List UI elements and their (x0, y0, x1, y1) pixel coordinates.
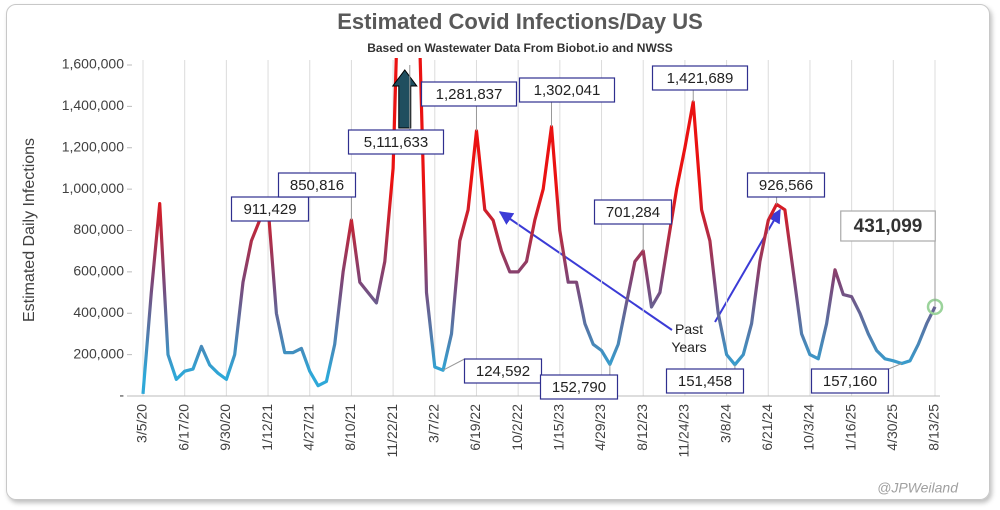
data-line (141, 58, 937, 395)
callout-box (746, 172, 826, 198)
callout-box (347, 129, 445, 155)
callout-box (420, 81, 518, 107)
callout-box (518, 77, 616, 103)
callout-box (840, 210, 936, 242)
annotation: Past Years (671, 321, 707, 355)
x-tick-label: 4/29/23 (592, 404, 608, 451)
x-tick-label: 1/12/21 (259, 404, 275, 451)
x-tick-label: 10/3/24 (801, 404, 817, 451)
callout-box (593, 199, 673, 225)
y-axis-title: Estimated Daily Infections (21, 138, 38, 322)
data-label: 157,160 (823, 373, 877, 390)
x-tick-label: 1/16/25 (842, 404, 858, 451)
grid (142, 60, 936, 396)
callout-box (651, 65, 749, 91)
x-tick-label: 8/13/25 (926, 404, 942, 451)
y-tick-label: 1,400,000 (62, 97, 124, 113)
credit: @JPWeiland (877, 480, 959, 496)
callout-leader (888, 363, 902, 370)
data-label: 151,458 (678, 373, 732, 390)
callout-box (539, 374, 619, 400)
arrow (714, 208, 781, 323)
off-scale-arrow (391, 69, 418, 129)
callout-leader (442, 358, 465, 371)
y-tick-label: 1,000,000 (62, 180, 124, 196)
data-label: 1,302,041 (534, 82, 601, 99)
data-label: 1,421,689 (667, 70, 734, 87)
callout-box (277, 172, 357, 198)
callout-box (230, 196, 310, 222)
arrow-spacer (600, 338, 667, 343)
y-tick-label: 800,000 (73, 221, 124, 237)
x-tick-label: 9/30/20 (217, 404, 233, 451)
x-tick-label: 11/24/23 (676, 404, 692, 458)
x-tick-label: 1/15/23 (551, 404, 567, 451)
data-label: 850,816 (290, 177, 344, 194)
chart-title: Estimated Covid Infections/Day US (337, 9, 703, 34)
x-tick-label: 3/5/20 (134, 404, 150, 443)
callout-box (463, 358, 543, 384)
x-tick-label: 8/12/23 (634, 404, 650, 451)
data-label: 701,284 (606, 204, 660, 221)
y-tick-label: 1,600,000 (62, 56, 124, 72)
data-label: 911,429 (243, 201, 296, 218)
x-tick-label: 11/22/21 (384, 404, 400, 458)
x-tick-label: 3/7/22 (425, 404, 441, 443)
chart-subtitle: Based on Wastewater Data From Biobot.io … (367, 41, 673, 55)
x-tick-label: 3/8/24 (717, 404, 733, 443)
y-tick-label: 200,000 (73, 345, 124, 361)
y-tick-label: 400,000 (73, 304, 124, 320)
x-tick-label: 4/27/21 (300, 404, 316, 451)
data-label: 926,566 (759, 177, 813, 194)
y-tick-label: 600,000 (73, 263, 124, 279)
annotation-arrows (498, 208, 781, 343)
y-tick-label: - (119, 387, 124, 403)
frame (6, 4, 990, 500)
x-tick-label: 6/19/22 (467, 404, 483, 451)
data-label: 431,099 (854, 216, 923, 237)
data-label: 124,592 (476, 363, 530, 380)
x-tick-label: 4/30/25 (884, 404, 900, 451)
x-tick-label: 6/21/24 (759, 404, 775, 451)
y-tick-label: 1,200,000 (62, 138, 124, 154)
callout-box (665, 368, 745, 394)
data-label: 152,790 (552, 379, 606, 396)
x-tick-label: 8/10/21 (342, 404, 358, 451)
data-label: 5,111,633 (364, 134, 429, 151)
data-label: 1,281,837 (436, 86, 503, 103)
x-tick-label: 10/2/22 (509, 404, 525, 451)
x-tick-label: 6/17/20 (175, 404, 191, 451)
callout-box (810, 368, 890, 394)
